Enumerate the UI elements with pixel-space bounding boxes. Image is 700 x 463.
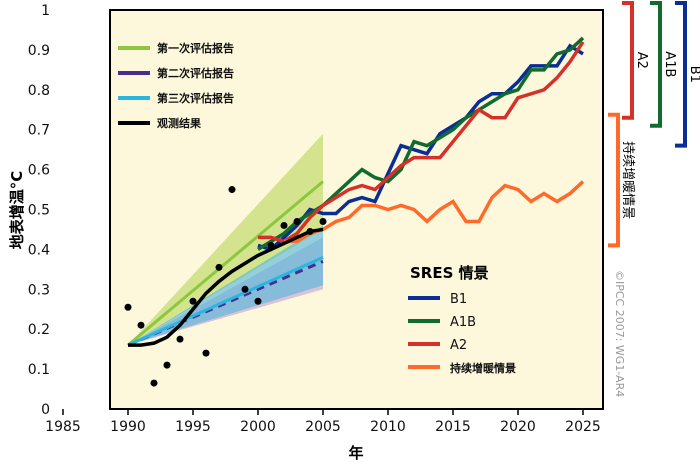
y-axis-label: 地表增温°C [8, 171, 26, 250]
observed-point [124, 303, 132, 311]
bracket-A1B [650, 1, 662, 128]
scenarios-title: SRES 情景 [410, 264, 489, 282]
y-tick-label: 0.8 [28, 83, 50, 99]
y-tick-label: 0.2 [28, 322, 50, 338]
observed-smoothed-line [128, 227, 324, 347]
observed-point [215, 263, 223, 271]
scenario-legend-label: B1 [450, 292, 467, 307]
observed-point [306, 227, 314, 235]
y-tick-label: 0 [41, 402, 50, 418]
y-tick-label: 0.6 [28, 163, 50, 179]
y-tick-label: 1 [41, 3, 50, 19]
assessment-line-3 [127, 256, 324, 347]
bracket-label: A1B [662, 51, 677, 77]
assessment-band-1 [128, 133, 323, 346]
x-tick-label: 1995 [175, 419, 211, 435]
assessment-line-1 [127, 180, 324, 347]
bracket-label: B1 [687, 66, 700, 83]
scenario-line-A2 [258, 40, 585, 244]
observed-point [176, 335, 184, 343]
y-tick-label: 0.5 [28, 203, 50, 219]
y-tick-label: 0.4 [28, 242, 50, 258]
bracket-label: A2 [634, 52, 649, 69]
scenario-legend-label: A1B [450, 315, 476, 330]
y-tick-label: 0.1 [28, 362, 50, 378]
x-axis-label: 年 [348, 444, 363, 462]
bracket-持续增暖情景 [608, 112, 620, 248]
legend-label: 观测结果 [157, 116, 201, 130]
scenario-legend-label: 持续增暖情景 [450, 361, 516, 375]
y-tick-label: 0.9 [28, 43, 50, 59]
observed-point [293, 217, 301, 225]
assessment-band-3 [128, 225, 323, 346]
x-tick-label: 2010 [370, 419, 406, 435]
scenario-line-A1B [257, 36, 585, 251]
observed-point [150, 379, 158, 387]
observed-point [189, 297, 197, 305]
bracket-A2 [622, 1, 634, 120]
x-tick-label: 2015 [435, 419, 471, 435]
legend-label: 第三次评估报告 [157, 91, 234, 105]
scenario-line-持续增暖情景 [284, 180, 585, 244]
observed-point [202, 349, 210, 357]
bracket-label: 持续增暖情景 [620, 141, 635, 219]
bracket-B1 [675, 1, 687, 148]
observed-point [163, 361, 171, 369]
x-tick-label: 1985 [45, 419, 81, 435]
observed-point [137, 321, 145, 329]
x-tick-label: 2005 [305, 419, 341, 435]
x-tick-label: 2000 [240, 419, 276, 435]
observed-point [267, 241, 275, 249]
observed-point [280, 221, 288, 229]
y-tick-label: 0.3 [28, 282, 50, 298]
x-tick-label: 2020 [500, 419, 536, 435]
scenario-legend-label: A2 [450, 338, 467, 353]
observed-point [241, 285, 249, 293]
observed-point [319, 217, 327, 225]
legend-label: 第二次评估报告 [157, 66, 234, 80]
observed-point [254, 297, 262, 305]
x-tick-label: 1990 [110, 419, 146, 435]
copyright: ©IPCC 2007: WG1-AR4 [613, 270, 626, 397]
y-tick-label: 0.7 [28, 123, 50, 139]
observed-point [228, 186, 236, 194]
legend-label: 第一次评估报告 [157, 41, 234, 55]
x-tick-label: 2025 [565, 419, 601, 435]
